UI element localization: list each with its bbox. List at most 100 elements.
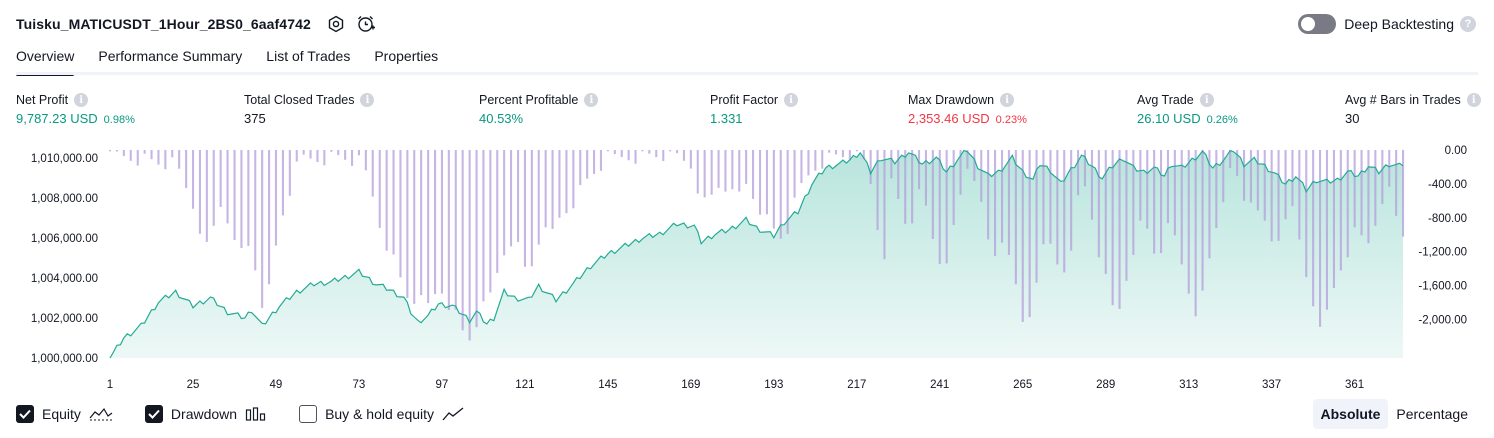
drawdown-bar [399,150,402,278]
equity-checkbox[interactable] [16,405,34,423]
info-icon[interactable]: i [1199,93,1214,107]
trade-tick-label: 25 [187,379,200,391]
trade-tick-label: 1 [107,379,113,391]
legend-drawdown[interactable]: Drawdown [144,405,267,423]
drawdown-bar [579,150,582,186]
drawdown-bar [1090,150,1093,220]
drawdown-bar [274,150,277,246]
trade-number-axis: 1 25 49 73 97 121 145 169 193 217 241 265 289 313 337 3… [107,379,1364,391]
drawdown-bar [565,150,568,214]
absolute-button[interactable]: Absolute [1312,399,1389,429]
trade-tick-label: 241 [930,379,949,391]
drawdown-bar [1222,150,1225,203]
drawdown-bar [192,150,195,209]
drawdown-bar [1014,150,1017,285]
drawdown-bar [413,150,416,304]
drawdown-bar [150,150,153,160]
drawdown-bar [1215,150,1218,229]
metric-percent-profitable: Percent Profitable i 40.53% [479,93,599,126]
drawdown-bar [987,150,990,240]
drawdown-bar [357,150,360,156]
info-icon[interactable]: i [1466,93,1481,107]
tab-divider [16,72,1478,75]
drawdown-bar [143,150,146,154]
drawdown-bar [938,150,941,264]
deep-backtesting-toggle[interactable] [1298,14,1337,34]
buy-hold-checkbox[interactable] [299,405,318,423]
drawdown-bar [503,150,506,256]
drawdown-bar [1173,150,1176,236]
drawdown-bar [848,150,851,160]
drawdown-bar [330,150,333,152]
percentage-button[interactable]: Percentage [1396,406,1468,422]
drawdown-bar [593,150,596,174]
metric-value: 375 [244,111,266,126]
info-icon[interactable]: i [1000,93,1015,107]
title-row: Tuisku_MATICUSDT_1Hour_2BS0_6aaf4742 [16,10,377,38]
drawdown-bar [344,150,347,160]
metric-label: Total Closed Trades [244,93,355,107]
drawdown-bar [869,150,872,184]
drawdown-bar [288,150,291,196]
drawdown-checkbox[interactable] [144,405,163,423]
drawdown-bar [1104,150,1107,274]
metric-profit-factor: Profit Factor i 1.331 [710,93,799,126]
drawdown-bar [1353,150,1356,228]
add-alert-clock-icon[interactable] [355,13,377,35]
drawdown-bar [482,150,485,302]
tab-performance-summary[interactable]: Performance Summary [98,48,243,64]
legend-buy-hold[interactable]: Buy & hold equity [299,405,464,423]
drawdown-bar [164,150,167,170]
equity-tick-label: 1,000,000.00 [31,353,98,365]
help-icon[interactable]: ? [1460,16,1476,32]
drawdown-bar [530,150,533,267]
drawdown-bar [371,150,374,197]
drawdown-bar [1360,150,1363,236]
drawdown-bar [1402,150,1405,237]
drawdown-bar [364,150,367,171]
drawdown-bar [676,150,679,154]
drawdown-bar [212,150,215,226]
drawdown-bar [689,150,692,169]
drawdown-bar [157,150,160,165]
drawdown-bar [185,150,188,189]
drawdown-bar [406,150,409,299]
metric-net-profit: Net Profit i 9,787.23 USD 0.98% [16,93,135,126]
drawdown-bar [302,150,305,155]
drawdown-tick-label: -800.00 [1428,213,1467,225]
drawdown-bar [1270,150,1273,242]
trade-tick-label: 289 [1096,379,1115,391]
drawdown-bar [122,150,125,157]
metric-label: Avg # Bars in Trades [1345,93,1461,107]
legend-label: Equity [42,406,81,422]
drawdown-bar [240,150,243,248]
drawdown-bars-icon [245,407,267,421]
drawdown-bar [1367,150,1370,244]
drawdown-bar [1007,150,1010,255]
drawdown-bar [1277,150,1280,241]
info-icon[interactable]: i [360,93,375,107]
info-icon[interactable]: i [784,93,799,107]
drawdown-bar [1395,150,1398,216]
tab-list-of-trades[interactable]: List of Trades [266,48,351,64]
drawdown-bar [475,150,478,328]
info-icon[interactable]: i [584,93,599,107]
drawdown-bar [1312,150,1315,307]
drawdown-bar [392,150,395,255]
equity-drawdown-chart[interactable]: 1,000,000.00 1,002,000.00 1,004,000.00 1,00… [0,140,1494,395]
metric-percent: 0.23% [995,114,1027,126]
drawdown-bar [1291,150,1294,207]
drawdown-bar [1201,150,1204,291]
drawdown-bar [765,150,768,215]
drawdown-bar [551,150,554,229]
tab-overview[interactable]: Overview [16,42,75,76]
legend-equity[interactable]: Equity [16,405,113,423]
tab-properties[interactable]: Properties [374,48,439,64]
drawdown-bar [945,150,948,264]
settings-icon[interactable] [325,13,347,35]
drawdown-bar [454,150,457,310]
drawdown-bar [316,150,319,162]
info-icon[interactable]: i [74,93,89,107]
drawdown-bar [178,150,181,169]
drawdown-bar [537,150,540,245]
